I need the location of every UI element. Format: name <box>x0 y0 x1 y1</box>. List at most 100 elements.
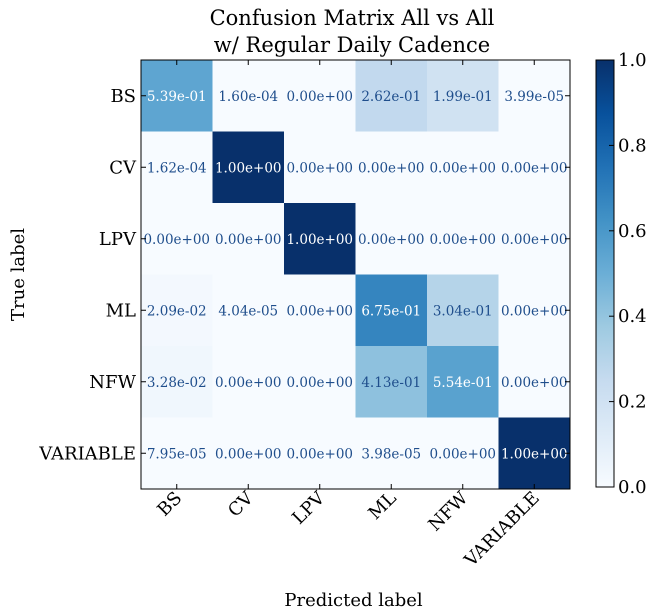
y-tick-label: NFW <box>89 372 136 393</box>
y-tick-label: CV <box>109 157 137 178</box>
heatmap-cell <box>284 417 356 490</box>
heatmap-cell <box>212 274 285 347</box>
heatmap-cell <box>284 203 356 275</box>
chart-title-line-1: Confusion Matrix All vs All <box>210 6 495 30</box>
cell-value-label: 0.00e+00 <box>358 232 425 248</box>
heatmap-cell <box>212 417 285 490</box>
cell-value-label: 3.04e-01 <box>433 303 493 319</box>
cell-value-label: 4.04e-05 <box>218 303 278 319</box>
x-tick-label: CV <box>224 487 258 521</box>
cell-value-label: 0.00e+00 <box>429 160 496 176</box>
heatmap-cell <box>355 346 428 418</box>
y-axis-ticks: BS CV LPV ML NFW VARIABLE <box>38 86 570 464</box>
plot-frame <box>140 59 571 490</box>
colorbar-ticks: 0.0 0.2 0.4 0.6 0.8 1.0 <box>609 50 647 498</box>
x-tick-label: LPV <box>288 487 330 529</box>
colorbar-tick-label: 0.4 <box>618 306 647 327</box>
cell-value-label: 6.75e-01 <box>361 303 421 319</box>
heatmap-cell <box>498 203 571 275</box>
x-tick-label: BS <box>153 488 186 521</box>
cell-value-label: 2.09e-02 <box>147 303 207 319</box>
cell-value-label: 3.98e-05 <box>361 446 421 462</box>
cell-value-label: 1.62e-04 <box>147 160 207 176</box>
cell-value-label: 0.00e+00 <box>215 232 282 248</box>
cell-value-label: 0.00e+00 <box>286 375 353 391</box>
heatmap-cells <box>141 60 571 490</box>
heatmap-cell-labels: 5.39e-01 1.60e-04 0.00e+00 2.62e-01 1.99e-01… <box>143 89 567 463</box>
y-tick-label: BS <box>110 86 136 107</box>
heatmap-cell <box>141 131 213 204</box>
cell-value-label: 0.00e+00 <box>286 303 353 319</box>
cell-value-label: 1.00e+00 <box>501 446 568 462</box>
heatmap-cell <box>498 417 571 490</box>
y-axis-label: True label <box>8 228 29 321</box>
cell-value-label: 0.00e+00 <box>215 375 282 391</box>
heatmap-cell <box>141 274 213 347</box>
heatmap-cell <box>427 417 499 490</box>
cell-value-label: 0.00e+00 <box>358 160 425 176</box>
heatmap-cell <box>355 203 428 275</box>
cell-value-label: 3.99e-05 <box>504 89 564 105</box>
heatmap-cell <box>427 60 499 132</box>
heatmap-cell <box>355 417 428 490</box>
heatmap-cell <box>141 203 213 275</box>
heatmap-cell <box>355 131 428 204</box>
cell-value-label: 0.00e+00 <box>501 160 568 176</box>
cell-value-label: 5.54e-01 <box>433 375 493 391</box>
y-tick-label: ML <box>106 300 136 321</box>
colorbar-tick-label: 0.6 <box>618 221 647 242</box>
heatmap-cell <box>141 417 213 490</box>
colorbar-tick-label: 0.0 <box>618 477 647 498</box>
cell-value-label: 0.00e+00 <box>286 160 353 176</box>
cell-value-label: 2.62e-01 <box>361 89 421 105</box>
cell-value-label: 0.00e+00 <box>429 446 496 462</box>
heatmap-cell <box>355 274 428 347</box>
colorbar-tick-label: 0.2 <box>618 392 647 413</box>
heatmap-cell <box>498 346 571 418</box>
heatmap-cell <box>284 346 356 418</box>
colorbar-tick-label: 1.0 <box>618 50 647 71</box>
heatmap-cell <box>427 346 499 418</box>
colorbar <box>595 59 615 488</box>
heatmap-cell <box>355 60 428 132</box>
cell-value-label: 0.00e+00 <box>215 446 282 462</box>
heatmap-cell <box>427 203 499 275</box>
y-tick-label: VARIABLE <box>38 443 136 464</box>
x-tick-label: VARIABLE <box>460 488 544 572</box>
cell-value-label: 0.00e+00 <box>286 89 353 105</box>
heatmap-cell <box>212 346 285 418</box>
chart-title-line-2: w/ Regular Daily Cadence <box>214 33 490 57</box>
heatmap-cell <box>212 60 285 132</box>
cell-value-label: 3.28e-02 <box>147 375 207 391</box>
cell-value-label: 0.00e+00 <box>501 303 568 319</box>
cell-value-label: 0.00e+00 <box>429 232 496 248</box>
cell-value-label: 5.39e-01 <box>147 89 207 105</box>
heatmap-cell <box>498 60 571 132</box>
cell-value-label: 0.00e+00 <box>286 446 353 462</box>
heatmap-cell <box>284 60 356 132</box>
cell-value-label: 1.99e-01 <box>433 89 493 105</box>
heatmap-cell <box>498 274 571 347</box>
x-tick-label: ML <box>364 488 400 524</box>
x-tick-label: NFW <box>424 487 472 535</box>
chart-title: Confusion Matrix All vs All w/ Regular D… <box>210 6 495 57</box>
y-tick-label: LPV <box>99 229 137 250</box>
heatmap-cell <box>212 203 285 275</box>
cell-value-label: 1.60e-04 <box>218 89 278 105</box>
cell-value-label: 0.00e+00 <box>143 232 210 248</box>
heatmap-cell <box>427 131 499 204</box>
heatmap-cell <box>212 131 285 204</box>
heatmap-cell <box>141 60 213 132</box>
heatmap-cell <box>498 131 571 204</box>
cell-value-label: 0.00e+00 <box>501 232 568 248</box>
cell-value-label: 4.13e-01 <box>361 375 421 391</box>
heatmap-cell <box>427 274 499 347</box>
cell-value-label: 7.95e-05 <box>147 446 207 462</box>
heatmap-cell <box>141 346 213 418</box>
heatmap-cell <box>284 131 356 204</box>
cell-value-label: 1.00e+00 <box>286 232 353 248</box>
heatmap-cell <box>284 274 356 347</box>
cell-value-label: 0.00e+00 <box>501 375 568 391</box>
x-axis-label: Predicted label <box>284 590 423 610</box>
